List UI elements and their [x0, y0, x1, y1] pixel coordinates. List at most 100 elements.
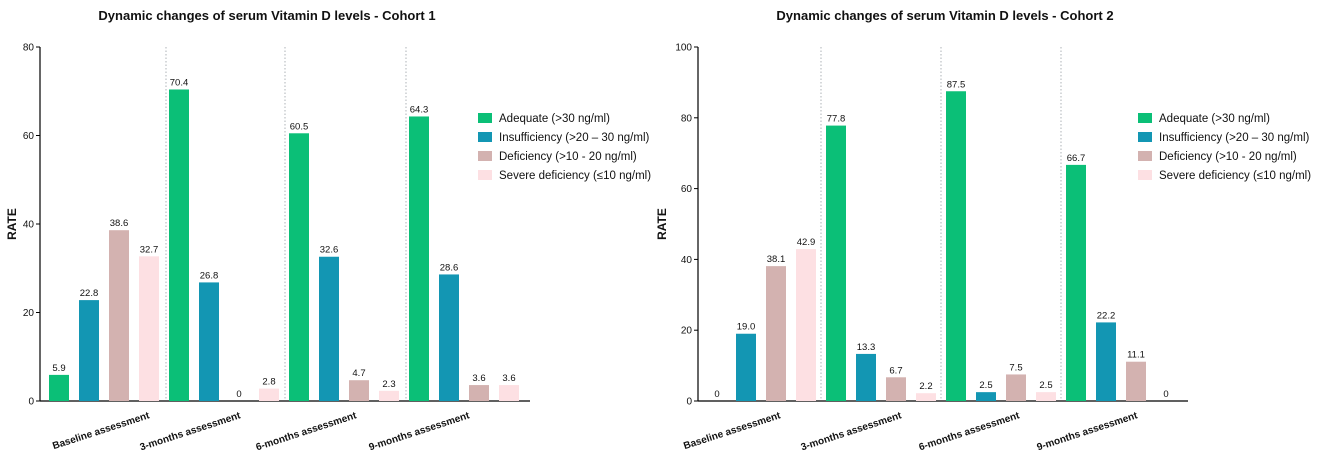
x-category-label: 3-months assessment — [800, 410, 904, 453]
bar-value-label: 66.7 — [1067, 153, 1086, 164]
bar-value-label: 70.4 — [170, 77, 189, 88]
bar — [1096, 322, 1116, 401]
bar — [49, 374, 69, 401]
bar — [199, 282, 219, 401]
legend-swatch — [478, 132, 492, 142]
y-tick-label: 40 — [23, 220, 35, 231]
legend: Adequate (>30 ng/ml) Insufficiency (>20 –… — [1138, 113, 1311, 182]
bar-value-label: 87.5 — [947, 79, 966, 90]
bar-value-label: 77.8 — [827, 114, 846, 125]
y-axis-label: RATE — [5, 208, 19, 240]
bar — [826, 125, 846, 401]
y-tick-label: 60 — [23, 131, 35, 142]
bar-value-label: 22.8 — [80, 288, 99, 299]
bar-value-label: 26.8 — [200, 270, 219, 281]
y-tick-label: 20 — [23, 308, 35, 319]
x-category-label: 6-months assessment — [255, 410, 359, 453]
bar-value-label: 64.3 — [410, 104, 429, 115]
chart-title: Dynamic changes of serum Vitamin D level… — [776, 8, 1113, 23]
bar — [1066, 164, 1086, 401]
chart-title: Dynamic changes of serum Vitamin D level… — [98, 8, 435, 23]
legend-label: Insufficiency (>20 – 30 ng/ml) — [499, 132, 649, 144]
bar — [1036, 392, 1056, 401]
y-tick-label: 40 — [681, 255, 693, 266]
bar-value-label: 19.0 — [737, 322, 756, 333]
y-tick-label: 0 — [686, 397, 692, 408]
chart-2: Dynamic changes of serum Vitamin D level… — [655, 8, 1311, 453]
y-tick-label: 80 — [681, 113, 693, 124]
bar-value-label: 6.7 — [889, 365, 902, 376]
bar-value-label: 2.2 — [919, 381, 932, 392]
bar — [139, 256, 159, 401]
legend-swatch — [478, 151, 492, 161]
bar-value-label: 3.6 — [472, 373, 485, 384]
x-category-label: 6-months assessment — [918, 410, 1022, 453]
bar-value-label: 13.3 — [857, 342, 876, 353]
legend-swatch — [1138, 151, 1152, 161]
legend-label: Adequate (>30 ng/ml) — [1159, 113, 1270, 125]
legend-swatch — [1138, 170, 1152, 180]
bar — [379, 390, 399, 401]
bar — [319, 256, 339, 401]
bar — [1006, 374, 1026, 401]
bar — [976, 392, 996, 401]
legend-label: Deficiency (>10 - 20 ng/ml) — [499, 151, 637, 163]
legend-swatch — [1138, 132, 1152, 142]
chart-1: Dynamic changes of serum Vitamin D level… — [5, 8, 651, 453]
bar — [916, 393, 936, 401]
bar-value-label: 32.7 — [140, 244, 159, 255]
bar-value-label: 2.5 — [979, 380, 992, 391]
bar — [79, 300, 99, 401]
bar — [796, 249, 816, 401]
bar-value-label: 38.1 — [767, 254, 786, 265]
legend-label: Insufficiency (>20 – 30 ng/ml) — [1159, 132, 1309, 144]
bar — [409, 116, 429, 401]
legend-label: Severe deficiency (≤10 ng/ml) — [1159, 170, 1311, 182]
y-tick-label: 0 — [28, 397, 34, 408]
bar — [469, 385, 489, 401]
bar — [259, 388, 279, 401]
bar — [349, 380, 369, 401]
bar-value-label: 42.9 — [797, 237, 816, 248]
bar-value-label: 2.8 — [262, 377, 275, 388]
y-tick-label: 20 — [681, 326, 693, 337]
legend-label: Severe deficiency (≤10 ng/ml) — [499, 170, 651, 182]
bar — [766, 266, 786, 401]
bar-value-label: 0 — [236, 389, 241, 400]
bar-value-label: 7.5 — [1009, 362, 1022, 373]
bar — [856, 353, 876, 401]
bar — [289, 133, 309, 401]
bar-value-label: 0 — [1163, 389, 1168, 400]
x-category-label: 3-months assessment — [139, 410, 243, 453]
bar-value-label: 4.7 — [352, 368, 365, 379]
bar-value-label: 2.3 — [382, 379, 395, 390]
x-category-label: Baseline assessment — [51, 410, 151, 452]
y-tick-label: 60 — [681, 184, 693, 195]
bar — [439, 274, 459, 401]
bar — [736, 333, 756, 401]
x-category-label: Baseline assessment — [682, 410, 782, 452]
bar-value-label: 0 — [714, 389, 719, 400]
bar-value-label: 3.6 — [502, 373, 515, 384]
bar — [946, 91, 966, 401]
bar-value-label: 38.6 — [110, 218, 129, 229]
bar-value-label: 2.5 — [1039, 380, 1052, 391]
bar — [886, 377, 906, 401]
x-category-label: 9-months assessment — [368, 410, 472, 453]
legend-swatch — [1138, 113, 1152, 123]
bar-value-label: 32.6 — [320, 245, 339, 256]
legend-label: Deficiency (>10 - 20 ng/ml) — [1159, 151, 1297, 163]
bar — [109, 230, 129, 401]
x-category-label: 9-months assessment — [1036, 410, 1140, 453]
legend-swatch — [478, 170, 492, 180]
y-tick-label: 100 — [675, 43, 692, 54]
legend-label: Adequate (>30 ng/ml) — [499, 113, 610, 125]
bar-value-label: 11.1 — [1127, 350, 1145, 361]
bar — [169, 89, 189, 401]
bar-value-label: 22.2 — [1097, 310, 1116, 321]
bar — [499, 385, 519, 401]
bar-value-label: 60.5 — [290, 121, 309, 132]
bar-value-label: 5.9 — [52, 363, 65, 374]
